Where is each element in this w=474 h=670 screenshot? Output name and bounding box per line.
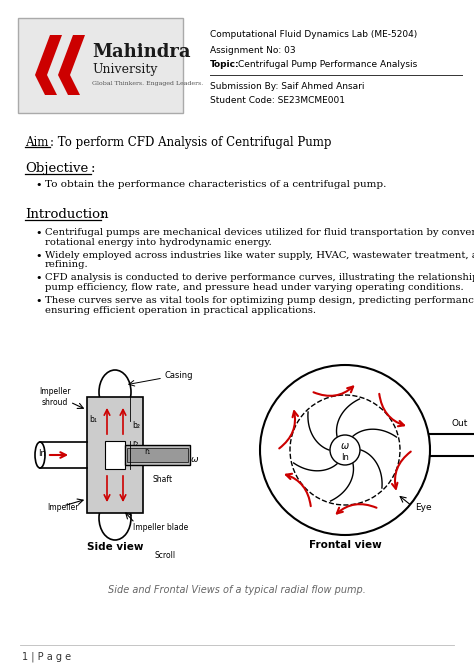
Text: rotational energy into hydrodynamic energy.: rotational energy into hydrodynamic ener… <box>45 238 272 247</box>
Text: :: : <box>101 208 106 221</box>
Text: Assignment No: 03: Assignment No: 03 <box>210 46 296 55</box>
Text: Introduction: Introduction <box>25 208 109 221</box>
Text: Objective: Objective <box>25 162 88 175</box>
Text: 1 | P a g e: 1 | P a g e <box>22 652 71 663</box>
Text: Topic:: Topic: <box>210 60 240 69</box>
Text: Impeller
shroud: Impeller shroud <box>39 387 71 407</box>
Text: ω: ω <box>341 441 349 451</box>
Text: Centrifugal pumps are mechanical devices utilized for fluid transportation by co: Centrifugal pumps are mechanical devices… <box>45 228 474 237</box>
Ellipse shape <box>35 442 45 468</box>
Text: refining.: refining. <box>45 261 89 269</box>
Text: Computational Fluid Dynamics Lab (ME-5204): Computational Fluid Dynamics Lab (ME-520… <box>210 30 417 39</box>
Text: CFD analysis is conducted to derive performance curves, illustrating the relatio: CFD analysis is conducted to derive perf… <box>45 273 474 282</box>
Bar <box>125 445 190 465</box>
Text: Widely employed across industries like water supply, HVAC, wastewater treatment,: Widely employed across industries like w… <box>45 251 474 259</box>
Text: Scroll: Scroll <box>155 551 176 559</box>
Text: b₁: b₁ <box>89 415 97 425</box>
Text: University: University <box>92 64 157 76</box>
Text: Mahindra: Mahindra <box>92 43 191 61</box>
FancyBboxPatch shape <box>18 18 183 113</box>
Text: •: • <box>35 251 42 261</box>
Bar <box>127 448 188 462</box>
Text: •: • <box>35 228 42 238</box>
Text: •: • <box>35 273 42 283</box>
Text: b₂: b₂ <box>132 421 140 429</box>
Polygon shape <box>35 35 62 95</box>
Text: Submission By: Saif Ahmed Ansari: Submission By: Saif Ahmed Ansari <box>210 82 365 91</box>
Text: Aim: Aim <box>25 136 48 149</box>
Bar <box>105 441 125 469</box>
Text: r₂: r₂ <box>132 438 138 448</box>
Text: Side view: Side view <box>87 542 143 552</box>
Text: pump efficiency, flow rate, and pressure head under varying operating conditions: pump efficiency, flow rate, and pressure… <box>45 283 464 292</box>
Text: •: • <box>35 295 42 306</box>
Text: Casing: Casing <box>165 371 193 379</box>
Text: r₁: r₁ <box>144 448 150 456</box>
Text: Side and Frontal Views of a typical radial flow pump.: Side and Frontal Views of a typical radi… <box>108 585 366 595</box>
Text: ensuring efficient operation in practical applications.: ensuring efficient operation in practica… <box>45 306 316 315</box>
Text: In: In <box>38 448 46 458</box>
Text: ω: ω <box>191 454 199 464</box>
Text: Student Code: SE23MCME001: Student Code: SE23MCME001 <box>210 96 345 105</box>
Text: :: : <box>91 162 95 175</box>
Circle shape <box>330 435 360 465</box>
Text: Out: Out <box>452 419 468 429</box>
Text: Shaft: Shaft <box>153 475 173 484</box>
Text: Impeller: Impeller <box>47 502 79 511</box>
Text: In: In <box>341 452 349 462</box>
Polygon shape <box>58 35 85 95</box>
Text: Centrifugal Pump Performance Analysis: Centrifugal Pump Performance Analysis <box>238 60 417 69</box>
Text: Frontal view: Frontal view <box>309 540 382 550</box>
Text: These curves serve as vital tools for optimizing pump design, predicting perform: These curves serve as vital tools for op… <box>45 295 474 305</box>
Text: •: • <box>35 180 42 190</box>
Circle shape <box>260 365 430 535</box>
Text: Global Thinkers. Engaged Leaders.: Global Thinkers. Engaged Leaders. <box>92 82 203 86</box>
Text: Eye: Eye <box>415 503 432 513</box>
Bar <box>87 397 143 513</box>
Text: Impeller blade: Impeller blade <box>133 523 188 531</box>
Text: : To perform CFD Analysis of Centrifugal Pump: : To perform CFD Analysis of Centrifugal… <box>50 136 331 149</box>
Text: To obtain the performance characteristics of a centrifugal pump.: To obtain the performance characteristic… <box>45 180 386 189</box>
